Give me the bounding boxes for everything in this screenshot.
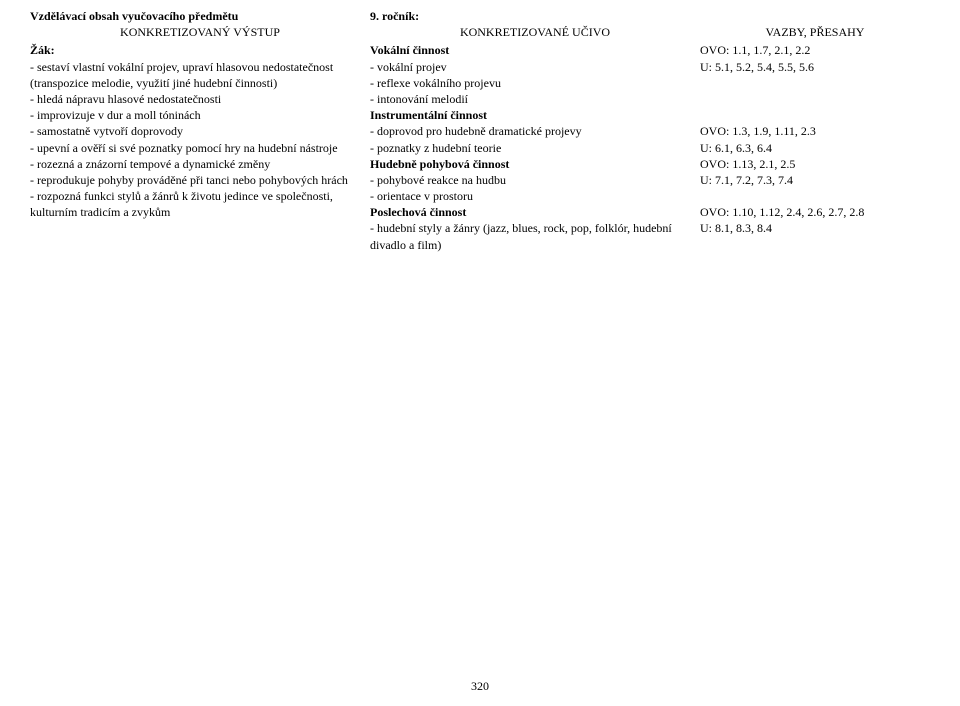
ucivo-item: - reflexe vokálního projevu xyxy=(370,75,690,91)
ucivo-heading: Vokální činnost xyxy=(370,42,690,58)
col-header-2: KONKRETIZOVANÉ UČIVO xyxy=(370,24,700,40)
vazby-item: U: 7.1, 7.2, 7.3, 7.4 xyxy=(700,172,920,188)
vystup-item: - hledá nápravu hlasové nedostatečnosti xyxy=(30,91,360,107)
ucivo-heading: Poslechová činnost xyxy=(370,204,690,220)
vazby-spacer xyxy=(700,75,920,91)
vazby-item: OVO: 1.3, 1.9, 1.11, 2.3 xyxy=(700,123,920,139)
column-vystup: Žák: - sestaví vlastní vokální projev, u… xyxy=(30,42,370,252)
vazby-spacer xyxy=(700,188,920,204)
ucivo-heading: Instrumentální činnost xyxy=(370,107,690,123)
vazby-spacer xyxy=(700,91,920,107)
header-title-right: 9. ročník: xyxy=(370,8,930,24)
vazby-item: U: 6.1, 6.3, 6.4 xyxy=(700,140,920,156)
ucivo-item: - intonování melodií xyxy=(370,91,690,107)
ucivo-heading: Hudebně pohybová činnost xyxy=(370,156,690,172)
vazby-item: U: 8.1, 8.3, 8.4 xyxy=(700,220,920,236)
ucivo-item: - vokální projev xyxy=(370,59,690,75)
page-number: 320 xyxy=(0,678,960,694)
ucivo-item: - pohybové reakce na hudbu xyxy=(370,172,690,188)
vazby-item: OVO: 1.10, 1.12, 2.4, 2.6, 2.7, 2.8 xyxy=(700,204,920,220)
column-ucivo: Vokální činnost - vokální projev - refle… xyxy=(370,42,700,252)
ucivo-item: - hudební styly a žánry (jazz, blues, ro… xyxy=(370,220,690,252)
content-row: Žák: - sestaví vlastní vokální projev, u… xyxy=(30,42,930,252)
ucivo-item: - doprovod pro hudebně dramatické projev… xyxy=(370,123,690,139)
ucivo-item: - orientace v prostoru xyxy=(370,188,690,204)
col-header-1: KONKRETIZOVANÝ VÝSTUP xyxy=(30,24,370,40)
ucivo-item: - poznatky z hudební teorie xyxy=(370,140,690,156)
vazby-item: OVO: 1.1, 1.7, 2.1, 2.2 xyxy=(700,42,920,58)
page-header: Vzdělávací obsah vyučovacího předmětu 9.… xyxy=(30,8,930,24)
column-vazby: OVO: 1.1, 1.7, 2.1, 2.2 U: 5.1, 5.2, 5.4… xyxy=(700,42,930,252)
header-title-left: Vzdělávací obsah vyučovacího předmětu xyxy=(30,8,370,24)
vystup-item: - rozezná a znázorní tempové a dynamické… xyxy=(30,156,360,172)
zak-label: Žák: xyxy=(30,42,360,58)
vazby-item: U: 5.1, 5.2, 5.4, 5.5, 5.6 xyxy=(700,59,920,75)
vazby-item: OVO: 1.13, 2.1, 2.5 xyxy=(700,156,920,172)
vystup-item: - upevní a ověří si své poznatky pomocí … xyxy=(30,140,360,156)
vystup-item: - improvizuje v dur a moll tóninách xyxy=(30,107,360,123)
vystup-item: - reprodukuje pohyby prováděné při tanci… xyxy=(30,172,360,188)
vazby-spacer xyxy=(700,107,920,123)
col-header-3: VAZBY, PŘESAHY xyxy=(700,24,930,40)
vystup-item: - samostatně vytvoří doprovody xyxy=(30,123,360,139)
vystup-item: - rozpozná funkci stylů a žánrů k životu… xyxy=(30,188,360,220)
column-headers: KONKRETIZOVANÝ VÝSTUP KONKRETIZOVANÉ UČI… xyxy=(30,24,930,40)
vystup-item: - sestaví vlastní vokální projev, upraví… xyxy=(30,59,360,91)
